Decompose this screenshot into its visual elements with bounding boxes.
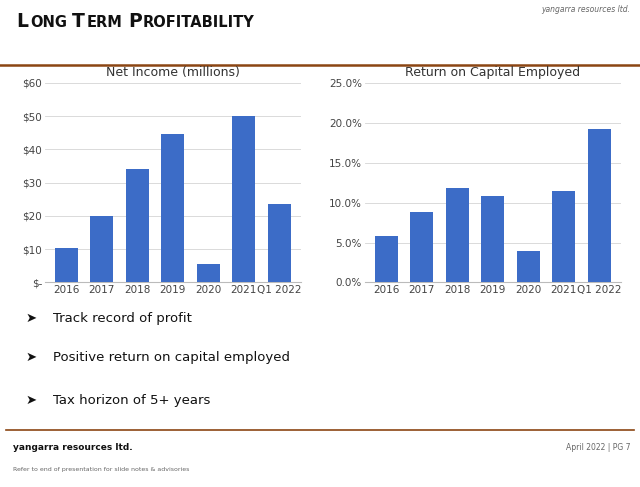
Bar: [161, 134, 184, 282]
Bar: [54, 247, 77, 282]
Text: ➤: ➤: [25, 312, 36, 325]
Text: ERM: ERM: [86, 15, 122, 30]
Text: ➤: ➤: [25, 352, 36, 364]
Text: T: T: [72, 12, 85, 31]
Text: yangarra resources ltd.: yangarra resources ltd.: [13, 443, 132, 452]
Bar: [588, 129, 611, 282]
Text: ROFITABILITY: ROFITABILITY: [143, 15, 255, 30]
Text: Track record of profit: Track record of profit: [52, 312, 191, 325]
Bar: [517, 250, 540, 282]
Text: Tax horizon of 5+ years: Tax horizon of 5+ years: [52, 393, 210, 407]
Text: Positive return on capital employed: Positive return on capital employed: [52, 352, 290, 364]
Text: yangarra resources ltd.: yangarra resources ltd.: [541, 5, 630, 15]
Bar: [232, 116, 255, 282]
Bar: [374, 236, 397, 282]
Bar: [552, 190, 575, 282]
Text: Refer to end of presentation for slide notes & advisories: Refer to end of presentation for slide n…: [13, 467, 189, 472]
Bar: [268, 204, 291, 282]
Bar: [481, 196, 504, 282]
Bar: [90, 216, 113, 282]
Text: L: L: [16, 12, 28, 31]
Text: P: P: [129, 12, 142, 31]
Text: ONG: ONG: [30, 15, 67, 30]
Bar: [197, 264, 220, 282]
Bar: [125, 169, 149, 282]
Text: April 2022 | PG 7: April 2022 | PG 7: [566, 443, 630, 452]
Title: Return on Capital Employed: Return on Capital Employed: [405, 66, 580, 79]
Title: Net Income (millions): Net Income (millions): [106, 66, 240, 79]
Bar: [445, 188, 468, 282]
Bar: [410, 212, 433, 282]
Text: ➤: ➤: [25, 393, 36, 407]
